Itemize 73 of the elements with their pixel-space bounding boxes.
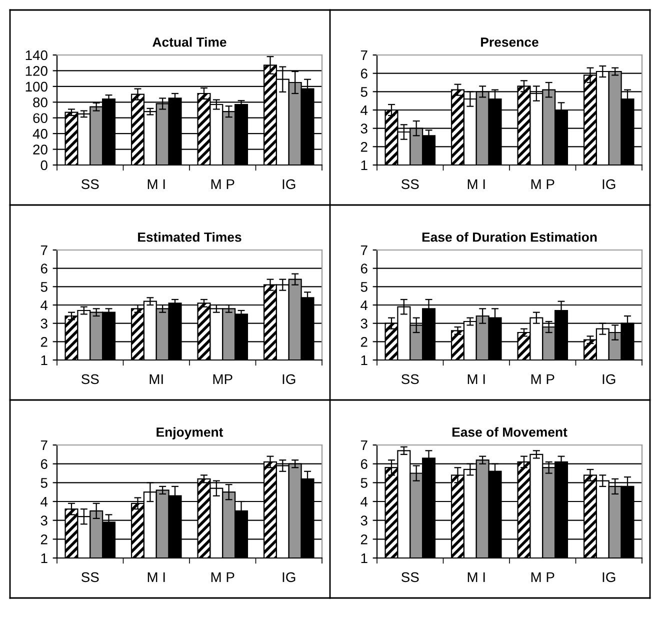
x-tick-label: IG — [282, 179, 296, 190]
y-tick-label: 4 — [360, 105, 368, 116]
x-tick-label: SS — [81, 179, 99, 190]
y-tick-label: 3 — [360, 516, 368, 526]
y-tick-label: 5 — [360, 282, 368, 292]
y-tick-label: 5 — [40, 478, 48, 488]
y-tick-label: 20 — [33, 144, 48, 154]
y-tick-label: 7 — [40, 440, 48, 450]
x-tick-label: M I — [148, 179, 165, 189]
y-tick-label: 7 — [360, 50, 368, 60]
y-tick-label: 6 — [40, 459, 48, 470]
x-tick-label: M I — [468, 374, 485, 384]
y-tick-label: 1 — [361, 355, 368, 366]
x-tick-label: SS — [81, 374, 99, 384]
x-tick-label: MI — [150, 374, 163, 384]
y-tick-label: 6 — [40, 264, 48, 274]
y-tick-label: 120 — [26, 66, 48, 76]
chart-title: Estimated Times — [138, 232, 242, 242]
y-tick-label: 5 — [360, 87, 368, 97]
x-tick-label: SS — [401, 374, 419, 384]
x-tick-label: SS — [401, 572, 419, 582]
y-tick-label: 4 — [40, 496, 48, 507]
y-tick-label: 6 — [360, 459, 368, 470]
y-tick-label: 80 — [33, 97, 48, 108]
y-tick-label: 3 — [40, 516, 48, 526]
chart-title: Ease of Movement — [452, 427, 568, 437]
y-tick-label: 3 — [360, 318, 368, 329]
y-tick-label: 2 — [40, 337, 48, 347]
y-tick-label: 5 — [40, 282, 48, 292]
y-tick-label: 140 — [26, 50, 48, 60]
x-tick-label: M P — [531, 374, 554, 384]
y-tick-label: 60 — [33, 113, 48, 124]
y-tick-label: 100 — [26, 82, 48, 92]
y-tick-label: 5 — [360, 478, 368, 488]
y-tick-label: 4 — [360, 300, 368, 310]
x-tick-label: M P — [211, 179, 234, 189]
y-tick-label: 7 — [360, 245, 368, 256]
x-tick-label: M I — [468, 179, 485, 189]
y-tick-label: 2 — [360, 337, 368, 347]
y-tick-label: 4 — [40, 300, 48, 310]
y-tick-label: 4 — [360, 496, 368, 507]
y-tick-label: 1 — [41, 553, 48, 564]
y-tick-label: 2 — [360, 142, 368, 152]
x-tick-label: IG — [602, 179, 616, 190]
y-tick-label: 2 — [40, 534, 48, 544]
x-tick-label: IG — [282, 572, 296, 582]
x-tick-label: SS — [401, 179, 419, 190]
x-tick-label: M I — [148, 572, 165, 582]
y-tick-label: 3 — [360, 124, 368, 134]
x-tick-label: M P — [211, 572, 234, 582]
y-tick-label: 7 — [360, 440, 368, 450]
x-tick-label: M P — [531, 179, 554, 189]
x-tick-label: IG — [282, 374, 296, 384]
x-tick-label: MP — [213, 374, 232, 384]
x-tick-label: M P — [531, 572, 554, 582]
x-tick-label: IG — [602, 572, 616, 582]
y-tick-label: 1 — [361, 553, 368, 564]
y-tick-label: 1 — [361, 160, 368, 170]
x-tick-label: SS — [81, 572, 99, 582]
chart-title: Presence — [481, 38, 538, 47]
x-tick-label: IG — [602, 374, 616, 384]
y-tick-label: 40 — [32, 128, 48, 139]
y-tick-label: 3 — [40, 318, 48, 329]
x-tick-label: M I — [468, 572, 485, 582]
chart-title: Actual Time — [152, 37, 226, 47]
chart-title: Enjoyment — [156, 427, 224, 440]
y-tick-label: 6 — [360, 264, 368, 274]
y-tick-label: 2 — [360, 534, 368, 544]
y-tick-label: 6 — [360, 68, 368, 79]
y-tick-label: 0 — [40, 160, 48, 170]
y-tick-label: 7 — [40, 245, 48, 256]
y-tick-label: 1 — [41, 355, 48, 366]
chart-title: Ease of Duration Estimation — [422, 232, 597, 242]
